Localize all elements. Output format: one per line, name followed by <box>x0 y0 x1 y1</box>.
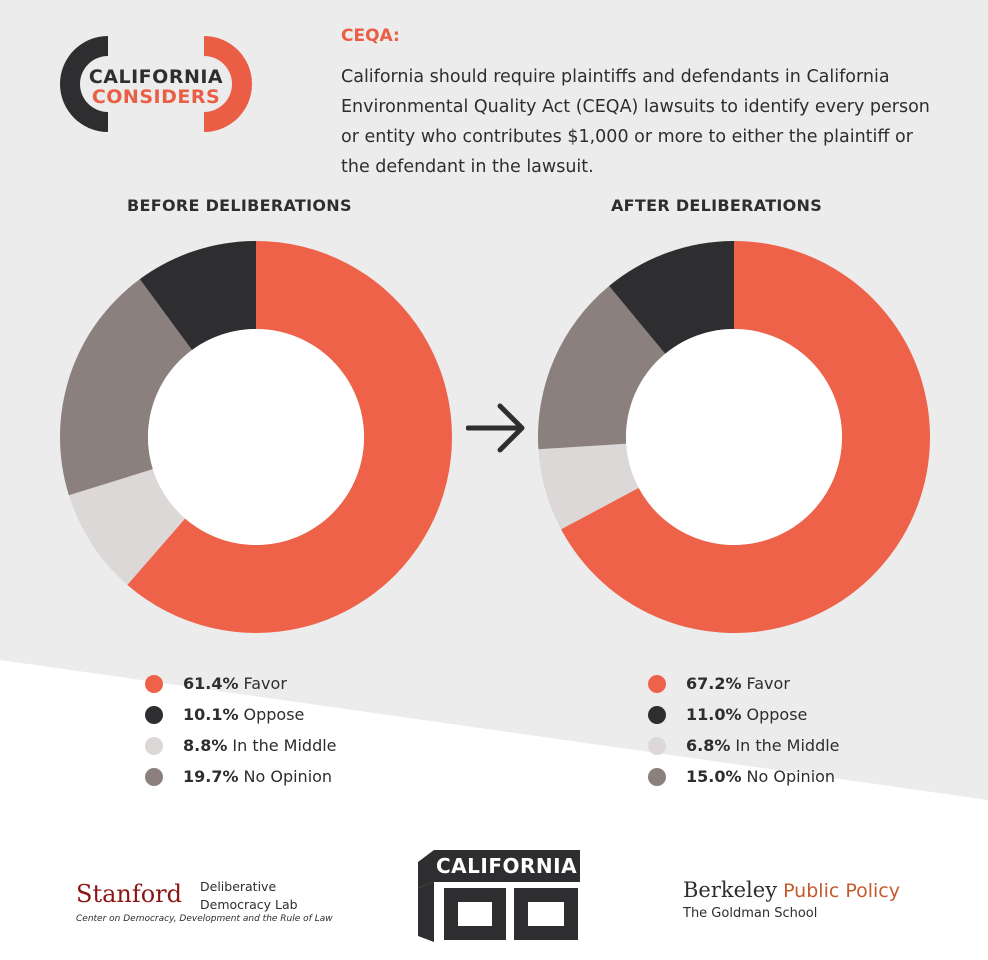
legend-dot-no-opinion <box>145 767 163 786</box>
before-legend: 61.4% Favor 10.1% Oppose 8.8% In the Mid… <box>145 668 337 792</box>
legend-label: No Opinion <box>746 767 836 786</box>
legend-dot-favor <box>145 674 163 693</box>
logo-text-line2: CONSIDERS <box>91 86 221 108</box>
legend-dot-middle <box>145 736 163 755</box>
right-arrow-icon <box>466 403 525 453</box>
donut-slice-favor <box>127 241 453 633</box>
legend-item-middle: 6.8% In the Middle <box>648 730 840 761</box>
stanford-lab-name: Deliberative Democracy Lab <box>200 878 298 914</box>
legend-item-middle: 8.8% In the Middle <box>145 730 337 761</box>
donut-slice-oppose <box>609 241 734 354</box>
legend-item-no-opinion: 19.7% No Opinion <box>145 761 337 792</box>
legend-value: 11.0% <box>686 705 742 724</box>
donut-slice-no-opinion <box>59 279 192 496</box>
legend-label: Favor <box>243 674 287 693</box>
legend-value: 19.7% <box>183 767 239 786</box>
before-donut-chart <box>59 241 453 633</box>
legend-item-no-opinion: 15.0% No Opinion <box>648 761 840 792</box>
legend-label: Oppose <box>243 705 305 724</box>
legend-value: 6.8% <box>686 736 731 755</box>
donut-hole <box>148 329 364 545</box>
legend-value: 8.8% <box>183 736 228 755</box>
legend-value: 15.0% <box>686 767 742 786</box>
ca100-wordmark: CALIFORNIA <box>436 854 578 878</box>
stanford-subtitle: Center on Democracy, Development and the… <box>76 914 333 924</box>
after-donut-chart <box>538 241 930 633</box>
legend-value: 61.4% <box>183 674 239 693</box>
logo-right-bracket <box>204 36 252 132</box>
berkeley-department: Public Policy <box>783 880 900 902</box>
legend-label: In the Middle <box>735 736 840 755</box>
berkeley-wordmark: Berkeley <box>683 878 778 902</box>
legend-value: 10.1% <box>183 705 239 724</box>
after-legend: 67.2% Favor 11.0% Oppose 6.8% In the Mid… <box>648 668 840 792</box>
legend-label: In the Middle <box>232 736 337 755</box>
legend-dot-no-opinion <box>648 767 666 786</box>
legend-label: Oppose <box>746 705 808 724</box>
question-text: California should require plaintiffs and… <box>341 67 930 177</box>
ca100-digit-1 <box>418 882 434 942</box>
logo-left-bracket <box>60 36 108 132</box>
stanford-lab-line1: Deliberative <box>200 879 277 894</box>
legend-item-favor: 67.2% Favor <box>648 668 840 699</box>
legend-label: No Opinion <box>243 767 333 786</box>
legend-dot-oppose <box>145 705 163 724</box>
donut-slice-in-the-middle <box>68 469 186 585</box>
donut-hole <box>626 329 842 545</box>
berkeley-school-name: The Goldman School <box>683 906 818 921</box>
berkeley-public-policy-logo: Berkeley Public Policy The Goldman School <box>683 878 900 921</box>
legend-dot-favor <box>648 674 666 693</box>
stanford-wordmark: Stanford <box>76 880 183 908</box>
california-considers-logo: CALIFORNIA CONSIDERS <box>56 32 256 136</box>
california-100-logo: CALIFORNIA 100 <box>414 848 584 944</box>
before-chart-title: BEFORE DELIBERATIONS <box>127 196 352 215</box>
logo-text-line1: CALIFORNIA <box>88 66 224 88</box>
donut-slice-no-opinion <box>538 285 666 450</box>
legend-item-favor: 61.4% Favor <box>145 668 337 699</box>
legend-item-oppose: 11.0% Oppose <box>648 699 840 730</box>
donut-slice-favor <box>561 241 930 633</box>
legend-value: 67.2% <box>686 674 742 693</box>
after-chart-title: AFTER DELIBERATIONS <box>611 196 823 215</box>
donut-slice-oppose <box>139 241 256 351</box>
stanford-lab-line2: Democracy Lab <box>200 897 298 912</box>
topic-label: CEQA: <box>341 26 400 46</box>
donut-slice-in-the-middle <box>538 443 639 530</box>
ca100-banner <box>418 850 580 888</box>
legend-dot-oppose <box>648 705 666 724</box>
legend-label: Favor <box>746 674 790 693</box>
legend-item-oppose: 10.1% Oppose <box>145 699 337 730</box>
legend-dot-middle <box>648 736 666 755</box>
